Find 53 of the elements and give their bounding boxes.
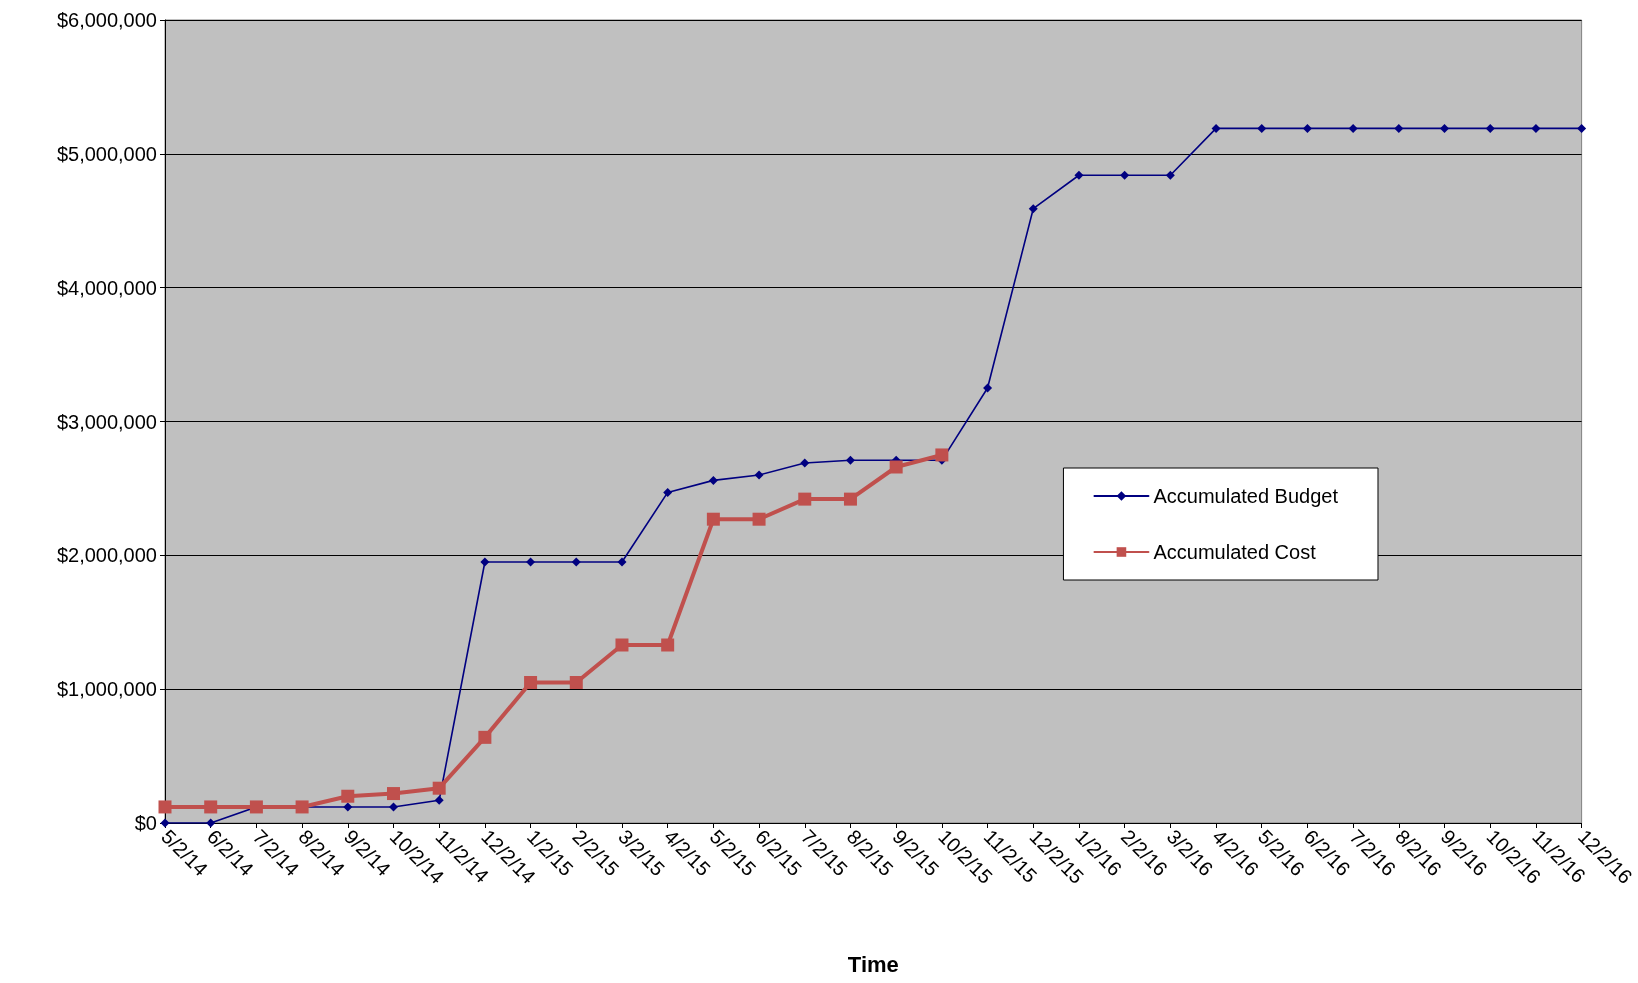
point [569, 675, 583, 689]
y-tick-label: $3,000,000 [56, 410, 157, 433]
point [800, 458, 810, 468]
point [1302, 123, 1312, 133]
point [843, 492, 857, 506]
point [478, 730, 492, 744]
point [708, 475, 718, 485]
point [1120, 170, 1130, 180]
point [206, 818, 216, 828]
point [524, 675, 538, 689]
point [798, 492, 812, 506]
point [571, 557, 581, 567]
legend-label: Accumulated Budget [1153, 485, 1339, 507]
point [343, 802, 353, 812]
y-tick-label: $4,000,000 [56, 276, 157, 299]
point [983, 383, 993, 393]
y-tick-label: $0 [134, 812, 157, 834]
point [1394, 123, 1404, 133]
y-tick-label: $6,000,000 [56, 9, 157, 31]
point [617, 557, 627, 567]
legend-label: Accumulated Cost [1153, 541, 1317, 563]
point [1577, 123, 1587, 133]
point [388, 802, 398, 812]
point [845, 455, 855, 465]
point [386, 787, 400, 801]
point [1531, 123, 1541, 133]
point [661, 638, 675, 652]
point [1074, 170, 1084, 180]
point [1485, 123, 1495, 133]
point [204, 800, 218, 814]
point [615, 638, 629, 652]
point [158, 800, 172, 814]
point [1440, 123, 1450, 133]
point [706, 512, 720, 526]
y-tick-label: $5,000,000 [56, 142, 157, 165]
point [935, 448, 949, 462]
point [1165, 170, 1175, 180]
point [663, 487, 673, 497]
point [1257, 123, 1267, 133]
point [754, 470, 764, 480]
point [1348, 123, 1358, 133]
y-tick-label: $2,000,000 [56, 544, 157, 567]
point [432, 781, 446, 795]
point [1211, 123, 1221, 133]
point [480, 557, 490, 567]
point [1028, 204, 1038, 214]
point [889, 460, 903, 474]
point [341, 789, 355, 803]
x-axis-title: Time [847, 951, 899, 977]
point [434, 795, 444, 805]
point [526, 557, 536, 567]
point [752, 512, 766, 526]
y-tick-label: $1,000,000 [56, 678, 157, 701]
